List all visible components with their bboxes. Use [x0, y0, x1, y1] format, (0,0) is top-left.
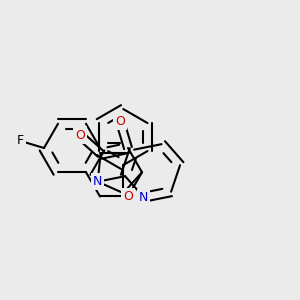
- Text: F: F: [16, 134, 23, 147]
- Text: N: N: [139, 191, 148, 204]
- Text: O: O: [123, 190, 133, 203]
- Text: O: O: [115, 115, 125, 128]
- Text: N: N: [93, 175, 102, 188]
- Text: O: O: [75, 129, 85, 142]
